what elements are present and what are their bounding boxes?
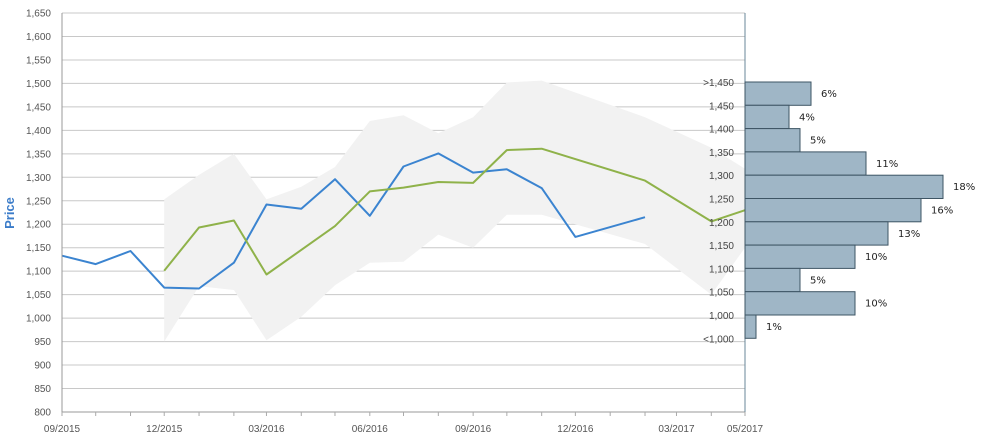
distribution-bin-label: 1,050 [709,288,734,299]
y-tick-label: 1,300 [26,173,51,184]
y-tick-label: 1,550 [26,55,51,66]
distribution-histogram: >1,450 6% 1,450 4% 1,400 5% 1,350 11% 1,300 18% 1,… [703,78,975,345]
distribution-percent-label: 16% [931,206,953,217]
distribution-percent-label: 10% [865,299,887,310]
distribution-bar [744,128,801,153]
distribution-bin-label: 1,350 [709,148,734,159]
y-tick-label: 1,600 [26,32,51,43]
distribution-bar [744,104,790,130]
y-tick-label: 1,200 [26,220,51,231]
distribution-bin-label: 1,300 [709,171,734,182]
distribution-bin-label: 1,450 [709,101,734,112]
range-band [164,80,745,342]
y-axis-label: Price [2,197,17,229]
distribution-bar [744,267,801,293]
y-tick-label: 1,250 [26,196,51,207]
distribution-bar [744,198,922,223]
distribution-percent-label: 4% [799,112,815,123]
distribution-percent-label: 13% [898,229,920,240]
y-tick-label: 1,450 [26,102,51,113]
distribution-bar [744,174,944,199]
x-tick-label: 05/2017 [727,424,764,435]
distribution-percent-label: 18% [953,182,975,193]
distribution-percent-label: 5% [810,275,826,286]
distribution-bin-label: 1,400 [709,125,734,136]
x-tick-label: 03/2017 [658,424,695,435]
x-tick-label: 12/2016 [557,424,594,435]
distribution-percent-label: 10% [865,252,887,263]
y-tick-label: 800 [34,408,51,419]
x-tick-label: 06/2016 [352,424,389,435]
series-line-2 [163,147,746,276]
y-tick-label: 1,100 [26,267,51,278]
y-tick-label: 900 [34,361,51,372]
x-tick-labels: 09/2015 12/2015 03/2016 06/2016 09/2016 12/20… [44,424,764,435]
x-tick-label: 09/2016 [455,424,492,435]
series-lines [61,147,746,290]
axes [61,13,746,416]
distribution-bar [744,221,889,246]
distribution-bar [744,151,867,176]
y-tick-label: 1,000 [26,314,51,325]
y-tick-label: 850 [34,384,51,395]
distribution-bin-label: >1,450 [703,78,734,89]
y-tick-label: 1,650 [26,9,51,20]
range-band-area [164,80,745,342]
distribution-bin-label: 1,250 [709,195,734,206]
distribution-percent-label: 11% [876,159,898,170]
y-tick-label: 1,150 [26,243,51,254]
y-tick-label: 1,050 [26,290,51,301]
distribution-percent-label: 1% [766,322,782,333]
distribution-bin-label: <1,000 [703,334,734,345]
series-line-1 [61,152,646,290]
distribution-bar [744,291,856,316]
y-tick-label: 1,500 [26,79,51,90]
distribution-bin-label: 1,150 [709,241,734,252]
x-tick-label: 09/2015 [44,424,81,435]
distribution-percent-label: 6% [821,89,837,100]
y-tick-label: 950 [34,337,51,348]
x-tick-label: 03/2016 [248,424,285,435]
distribution-bar [744,81,812,106]
distribution-bar [744,244,856,269]
distribution-bin-label: 1,100 [709,264,734,275]
y-tick-label: 1,400 [26,126,51,137]
x-tick-label: 12/2015 [146,424,183,435]
distribution-percent-label: 5% [810,136,826,147]
y-tick-label: 1,350 [26,149,51,160]
distribution-bin-label: 1,200 [709,218,734,229]
distribution-bin-label: 1,000 [709,311,734,322]
y-tick-labels: 800 850 900 950 1,000 1,050 1,100 1,150 1,200 1,2… [26,9,51,419]
distribution-bar [744,314,757,339]
